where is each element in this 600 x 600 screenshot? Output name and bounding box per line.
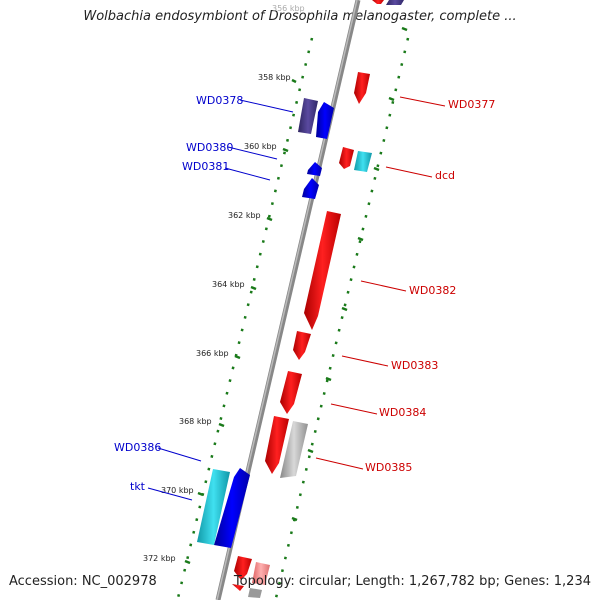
gene-arrow-WD0377[interactable] bbox=[354, 72, 370, 104]
gene-label-WD0381[interactable]: WD0381 bbox=[182, 160, 229, 173]
gene-arrow-forward-blue-1[interactable] bbox=[316, 102, 334, 139]
gene-label-tkt[interactable]: tkt bbox=[130, 480, 146, 493]
gene-arrow-WD0386[interactable] bbox=[197, 469, 230, 545]
tick-label-368: 368 kbp bbox=[179, 417, 212, 426]
tick-label-356: 356 kbp bbox=[272, 4, 305, 13]
gene-arrow-red-small[interactable] bbox=[339, 147, 354, 169]
ruler-line-right bbox=[274, 37, 410, 599]
tick-label-364: 364 kbp bbox=[212, 280, 245, 289]
gene-label-WD0384[interactable]: WD0384 bbox=[379, 406, 426, 419]
gene-arrow-dcd[interactable] bbox=[354, 151, 372, 172]
tick-label-370: 370 kbp bbox=[161, 486, 194, 495]
tick-label-366: 366 kbp bbox=[196, 349, 229, 358]
gene-label-WD0382[interactable]: WD0382 bbox=[409, 284, 456, 297]
gene-arrow-bottom-red-2[interactable] bbox=[232, 584, 244, 591]
ruler-line-left bbox=[176, 37, 314, 599]
gene-label-WD0377[interactable]: WD0377 bbox=[448, 98, 495, 111]
gene-arrow-WD0383[interactable] bbox=[293, 331, 311, 360]
tick-label-358: 358 kbp bbox=[258, 73, 291, 82]
gene-arrow-WD0384[interactable] bbox=[280, 371, 302, 414]
ruler-major-ticks bbox=[184, 78, 297, 565]
gene-label-dcd[interactable]: dcd bbox=[435, 169, 455, 182]
ruler-tick-labels: 356 kbp 358 kbp 360 kbp 362 kbp 364 kbp … bbox=[143, 4, 305, 563]
accession-text: Accession: NC_002978 bbox=[9, 574, 157, 589]
gene-label-WD0383[interactable]: WD0383 bbox=[391, 359, 438, 372]
gene-arrow-WD0385[interactable] bbox=[265, 416, 289, 474]
gene-label-WD0386[interactable]: WD0386 bbox=[114, 441, 161, 454]
genome-summary-text: Topology: circular; Length: 1,267,782 bp… bbox=[233, 574, 591, 589]
ruler-right-ticks bbox=[291, 26, 408, 522]
gene-arrow-bottom-red[interactable] bbox=[234, 556, 252, 580]
gene-callout-lines bbox=[147, 96, 446, 501]
gene-arrow-WD0378[interactable] bbox=[298, 98, 318, 134]
map-title: Wolbachia endosymbiont of Drosophila mel… bbox=[83, 9, 517, 24]
tick-label-372: 372 kbp bbox=[143, 554, 176, 563]
gene-arrow-top-dark[interactable] bbox=[386, 0, 404, 5]
gene-arrow-tkt[interactable] bbox=[214, 468, 250, 548]
gene-arrow-WD0381[interactable] bbox=[302, 178, 319, 199]
gene-features bbox=[197, 0, 404, 598]
gene-label-WD0380[interactable]: WD0380 bbox=[186, 141, 233, 154]
gene-label-WD0378[interactable]: WD0378 bbox=[196, 94, 243, 107]
tick-label-362: 362 kbp bbox=[228, 211, 261, 220]
gene-label-WD0385[interactable]: WD0385 bbox=[365, 461, 412, 474]
gene-arrow-bottom-pink[interactable] bbox=[252, 562, 270, 585]
gene-arrow-top-red[interactable] bbox=[372, 0, 384, 4]
gene-arrow-WD0380[interactable] bbox=[307, 162, 322, 176]
gene-labels: WD0378 WD0380 WD0381 WD0386 tkt WD0377 d… bbox=[114, 94, 495, 493]
gene-arrow-gray[interactable] bbox=[280, 421, 308, 478]
tick-label-360: 360 kbp bbox=[244, 142, 277, 151]
gene-arrow-WD0382[interactable] bbox=[304, 211, 341, 330]
gene-arrow-bottom-gray[interactable] bbox=[248, 588, 262, 598]
